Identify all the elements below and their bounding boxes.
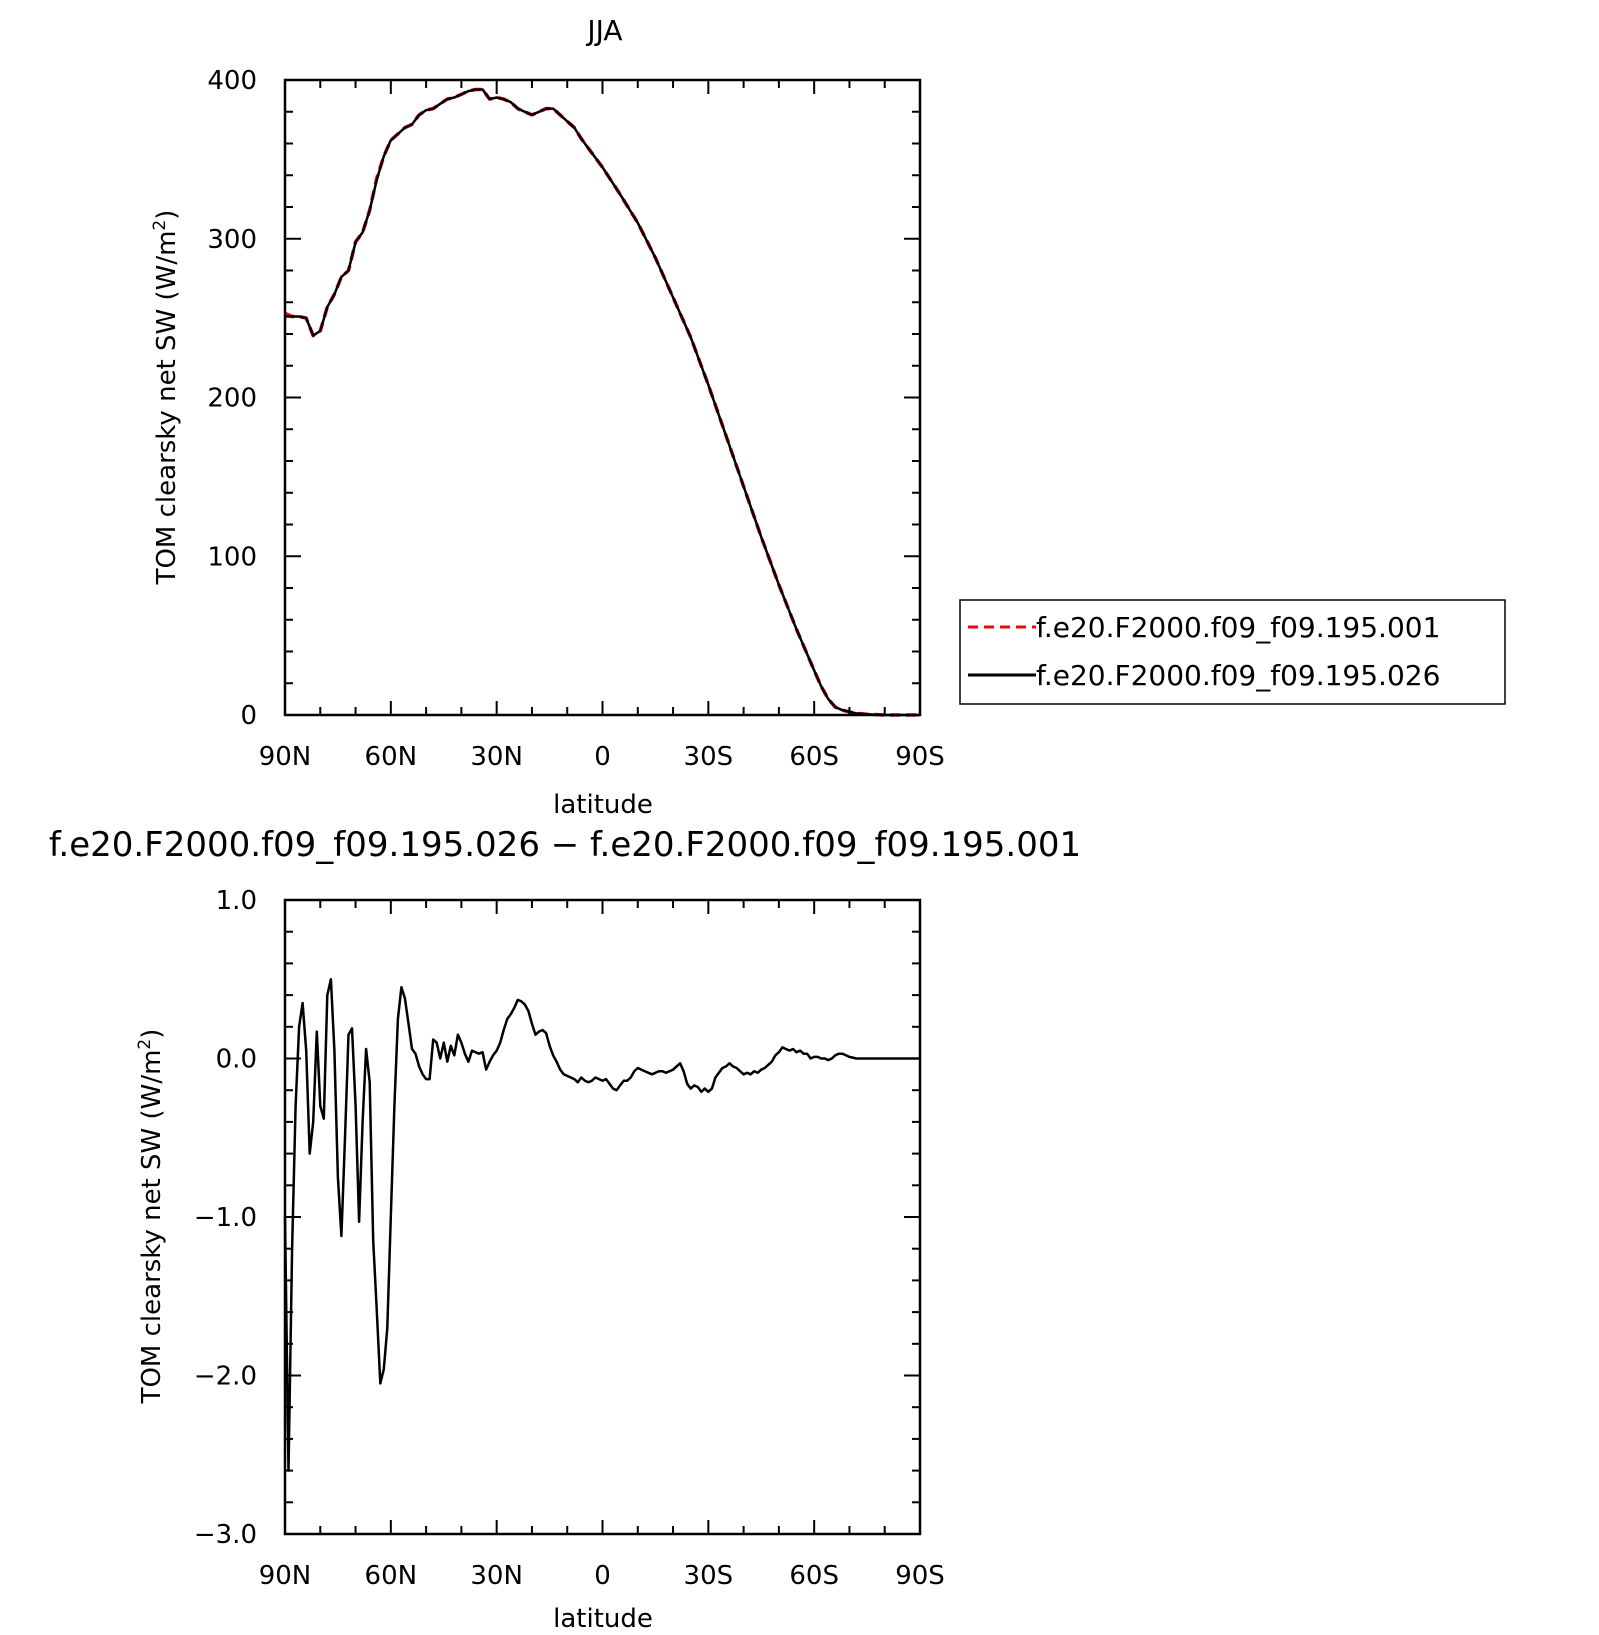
legend-box (959, 599, 1506, 705)
x-tick-label: 30N (470, 1561, 523, 1591)
chart-bottom: f.e20.F2000.f09_f09.195.026 − f.e20.F200… (49, 825, 1081, 1634)
y-tick-label: 300 (207, 225, 257, 255)
x-tick-label: 90S (895, 1561, 945, 1591)
axis-ticks: 90N 60N 30N 0 30S 60S 90S −3.0 −2.0 −1.0 0.0 1.0 (194, 886, 945, 1591)
legend-label-series-2: f.e20.F2000.f09_f09.195.026 (1036, 659, 1440, 692)
y-tick-label: −2.0 (194, 1362, 257, 1392)
plot-area (284, 87, 920, 717)
series-line-2 (285, 88, 920, 717)
y-tick-label: 400 (207, 66, 257, 96)
x-axis-label: latitude (553, 1604, 653, 1634)
x-tick-label: 0 (594, 1561, 611, 1591)
x-tick-label: 60N (365, 1561, 418, 1591)
x-tick-label: 30N (470, 742, 523, 772)
legend-label-series-1: f.e20.F2000.f09_f09.195.001 (1036, 611, 1440, 644)
y-tick-label: −3.0 (194, 1520, 257, 1550)
x-tick-label: 60S (789, 742, 839, 772)
chart-title: f.e20.F2000.f09_f09.195.026 − f.e20.F200… (49, 825, 1081, 865)
x-tick-label: 90N (259, 742, 312, 772)
x-tick-label: 0 (594, 742, 611, 772)
y-tick-label: 0 (240, 701, 257, 731)
x-tick-label: 90N (259, 1561, 312, 1591)
y-axis-label: TOM clearsky net SW (W/m2) (150, 210, 182, 586)
legend: f.e20.F2000.f09_f09.195.001 f.e20.F2000.… (959, 599, 1506, 705)
plot-frame (283, 898, 922, 1536)
y-tick-label: 1.0 (216, 886, 257, 916)
x-axis-label: latitude (553, 790, 653, 820)
plot-frame (283, 78, 922, 717)
plot-area (283, 978, 920, 1472)
x-tick-label: 60N (365, 742, 418, 772)
x-tick-label: 30S (684, 1561, 734, 1591)
x-tick-label: 90S (895, 742, 945, 772)
chart-top: JJA 90N 60N 30N 0 30S 60S 90S 0 100 200 300 400 lat… (150, 14, 1506, 820)
y-tick-label: 0.0 (216, 1045, 257, 1075)
y-tick-label: −1.0 (194, 1203, 257, 1233)
y-tick-label: 200 (207, 384, 257, 414)
x-tick-label: 60S (789, 1561, 839, 1591)
axis-ticks: 90N 60N 30N 0 30S 60S 90S 0 100 200 300 400 (207, 66, 944, 772)
x-tick-label: 30S (684, 742, 734, 772)
series-line-1 (283, 978, 920, 1472)
y-tick-label: 100 (207, 542, 257, 572)
y-axis-label: TOM clearsky net SW (W/m2) (135, 1029, 167, 1405)
chart-title: JJA (585, 14, 622, 47)
series-line-1 (284, 87, 920, 717)
